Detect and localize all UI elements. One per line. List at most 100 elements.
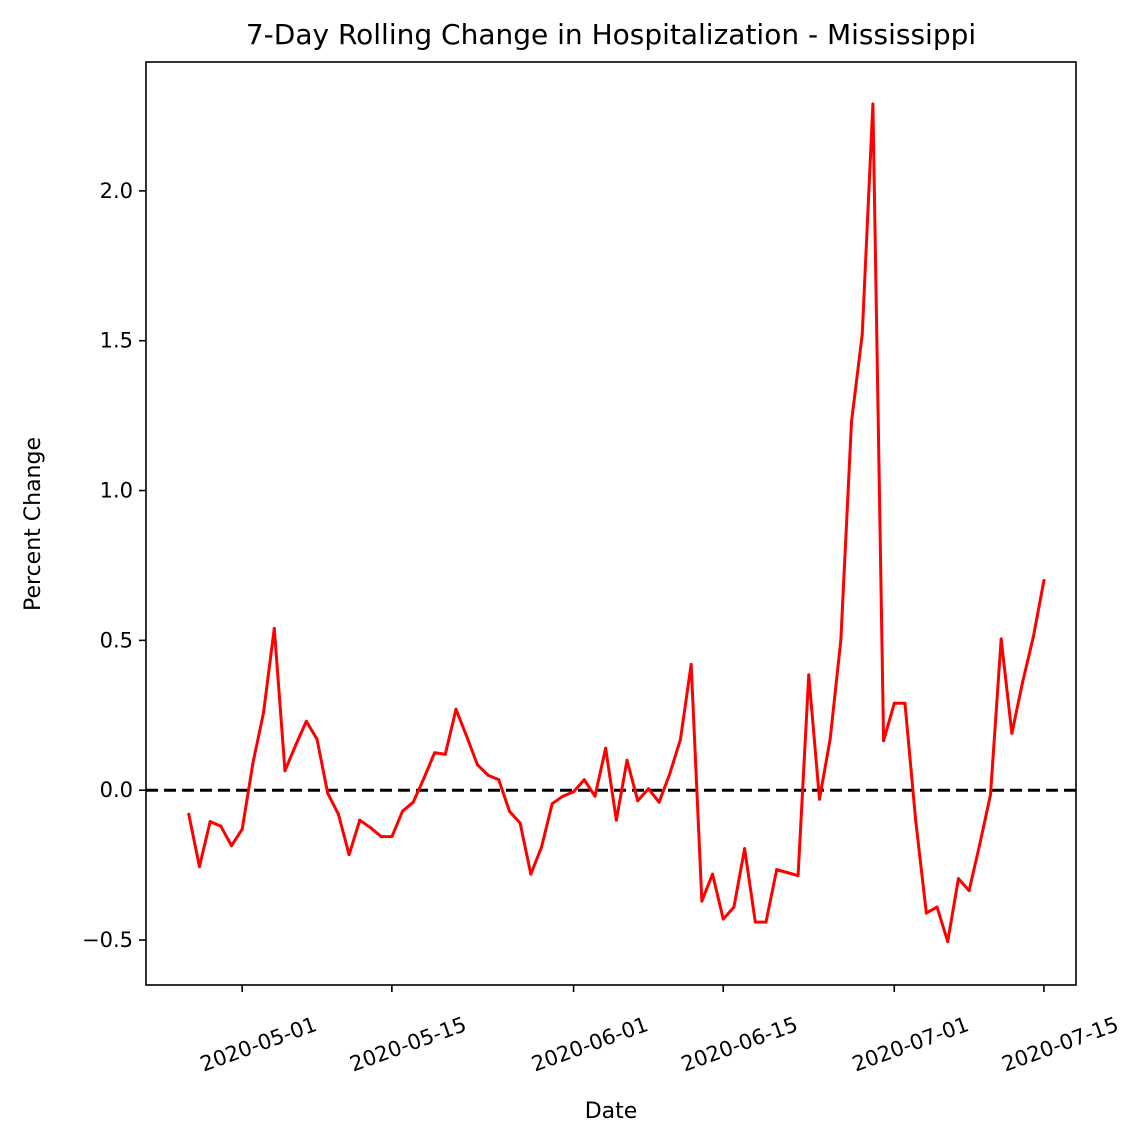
- data-point: [390, 835, 394, 839]
- data-point: [347, 853, 351, 857]
- data-point: [732, 905, 736, 909]
- data-point: [903, 701, 907, 705]
- data-point: [988, 793, 992, 797]
- data-point: [368, 826, 372, 830]
- y-axis-label: Percent Change: [21, 437, 46, 611]
- data-point: [753, 920, 757, 924]
- data-point: [304, 719, 308, 723]
- plot-area: [145, 61, 1077, 986]
- data-point: [892, 701, 896, 705]
- series-line-0: [187, 102, 1046, 944]
- data-point: [465, 734, 469, 738]
- data-point: [646, 787, 650, 791]
- x-tick-label: 2020-06-01: [528, 1012, 651, 1076]
- data-point: [401, 809, 405, 813]
- data-point: [411, 800, 415, 804]
- data-point: [1010, 731, 1014, 735]
- data-point: [486, 773, 490, 777]
- data-point: [850, 420, 854, 424]
- data-point: [614, 818, 618, 822]
- data-point: [230, 844, 234, 848]
- x-axis: 2020-05-01 2020-05-15 2020-06-01 2020-06-15…: [197, 985, 1122, 1076]
- data-point: [433, 751, 437, 755]
- plot-frame: [145, 61, 1077, 986]
- y-tick-label: 0.5: [100, 628, 133, 652]
- data-point: [625, 758, 629, 762]
- y-tick-label: 1.5: [100, 329, 133, 353]
- data-point: [540, 845, 544, 849]
- data-point: [422, 776, 426, 780]
- data-point: [572, 790, 576, 794]
- data-point: [208, 820, 212, 824]
- data-point: [443, 752, 447, 756]
- data-point: [604, 746, 608, 750]
- data-point: [518, 821, 522, 825]
- data-point: [262, 710, 266, 714]
- data-point: [946, 940, 950, 944]
- x-tick-label: 2020-06-15: [678, 1012, 801, 1076]
- data-point: [272, 626, 276, 630]
- data-point: [358, 818, 362, 822]
- data-point: [294, 743, 298, 747]
- data-point: [240, 827, 244, 831]
- data-point: [839, 638, 843, 642]
- data-point: [475, 763, 479, 767]
- data-point: [529, 872, 533, 876]
- data-point: [871, 102, 875, 106]
- data-point: [1031, 635, 1035, 639]
- data-point: [582, 778, 586, 782]
- data-point: [550, 802, 554, 806]
- data-point: [882, 739, 886, 743]
- x-tick-label: 2020-05-01: [197, 1012, 320, 1076]
- data-point: [315, 737, 319, 741]
- data-point: [967, 889, 971, 893]
- data-point: [326, 791, 330, 795]
- x-tick-label: 2020-07-01: [849, 1012, 972, 1076]
- y-axis: −0.5 0.0 0.5 1.0 1.5 2.0: [82, 179, 146, 952]
- series-layer: [187, 102, 1046, 944]
- data-point: [336, 812, 340, 816]
- y-tick-label: 1.0: [100, 479, 133, 503]
- x-tick-label: 2020-07-15: [999, 1012, 1122, 1076]
- data-point: [924, 911, 928, 915]
- data-point: [1042, 578, 1046, 582]
- x-tick-label: 2020-05-15: [347, 1012, 470, 1076]
- data-point: [1021, 680, 1025, 684]
- data-point: [561, 794, 565, 798]
- data-point: [668, 772, 672, 776]
- data-point: [187, 812, 191, 816]
- data-point: [914, 818, 918, 822]
- data-point: [497, 778, 501, 782]
- data-point: [743, 847, 747, 851]
- data-point: [636, 799, 640, 803]
- data-point: [764, 920, 768, 924]
- data-point: [785, 871, 789, 875]
- data-point: [678, 737, 682, 741]
- data-point: [593, 794, 597, 798]
- data-point: [251, 761, 255, 765]
- data-point: [711, 872, 715, 876]
- x-axis-label: Date: [585, 1099, 638, 1124]
- y-tick-label: 2.0: [100, 179, 133, 203]
- data-point: [956, 877, 960, 881]
- y-tick-label: 0.0: [100, 778, 133, 802]
- data-point: [721, 917, 725, 921]
- data-point: [817, 797, 821, 801]
- y-tick-label: −0.5: [82, 928, 133, 952]
- data-point: [935, 905, 939, 909]
- data-point: [807, 673, 811, 677]
- chart-title: 7-Day Rolling Change in Hospitalization …: [246, 18, 976, 51]
- data-point: [283, 769, 287, 773]
- data-point: [775, 868, 779, 872]
- data-point: [828, 737, 832, 741]
- data-point: [999, 637, 1003, 641]
- data-point: [689, 662, 693, 666]
- data-point: [860, 333, 864, 337]
- data-point: [454, 707, 458, 711]
- data-point: [700, 899, 704, 903]
- data-point: [379, 835, 383, 839]
- data-point: [219, 824, 223, 828]
- data-point: [978, 842, 982, 846]
- data-point: [657, 800, 661, 804]
